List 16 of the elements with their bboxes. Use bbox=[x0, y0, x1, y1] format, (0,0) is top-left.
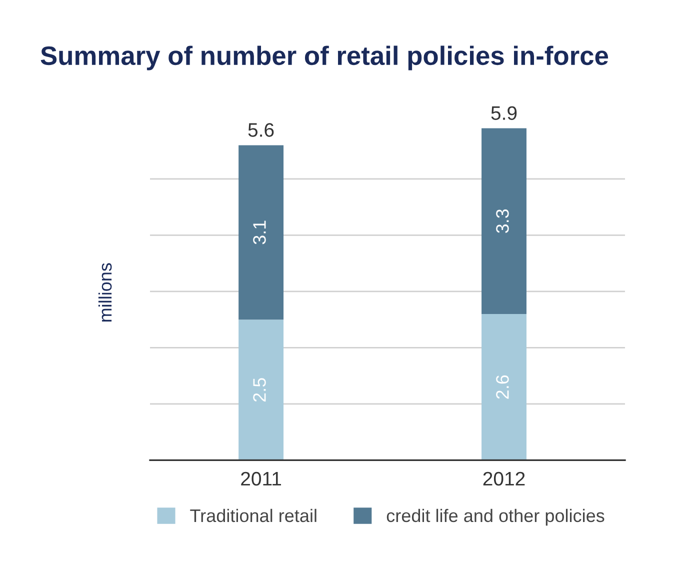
bar bbox=[238, 320, 284, 460]
data-label: 3.3 bbox=[496, 209, 509, 233]
data-label: 2.5 bbox=[253, 378, 266, 402]
legend-label: credit life and other policies bbox=[386, 508, 604, 526]
x-tick-label: 2012 bbox=[483, 472, 525, 486]
x-tick-label: 2011 bbox=[241, 472, 281, 486]
total-label: 5.9 bbox=[491, 106, 517, 120]
y-axis-title: millions bbox=[98, 263, 112, 322]
total-label: 5.6 bbox=[248, 123, 274, 137]
legend-label: Traditional retail bbox=[190, 508, 316, 522]
bar bbox=[238, 145, 284, 320]
chart-title: Summary of number of retail policies in-force bbox=[40, 46, 608, 70]
data-label: 2.6 bbox=[496, 375, 509, 399]
data-label: 3.1 bbox=[253, 220, 266, 244]
bar bbox=[482, 314, 526, 460]
bar bbox=[482, 128, 526, 314]
